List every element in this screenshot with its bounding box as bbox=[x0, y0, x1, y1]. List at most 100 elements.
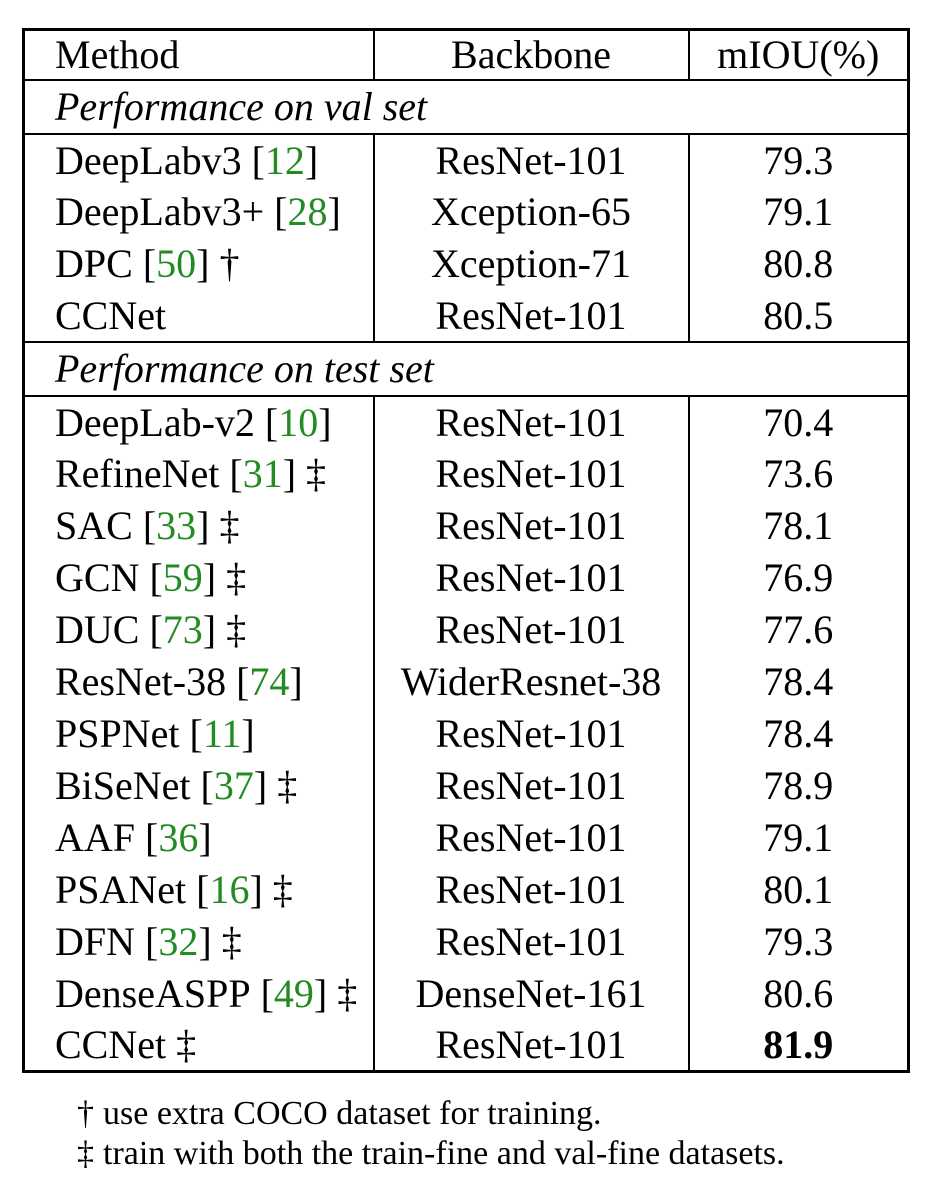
miou-cell: 78.4 bbox=[687, 707, 909, 760]
citation: [73] bbox=[149, 607, 216, 652]
method-name: PSPNet bbox=[55, 711, 180, 756]
citation: [49] bbox=[261, 971, 328, 1016]
method-name: GCN bbox=[55, 555, 140, 600]
miou-cell: 78.9 bbox=[687, 759, 909, 812]
citation-close-bracket: ] bbox=[249, 867, 263, 912]
method-cell: BiSeNet [37] ‡ bbox=[24, 760, 374, 812]
miou-cell: 79.1 bbox=[687, 811, 909, 864]
col-header-method: Method bbox=[23, 29, 374, 81]
miou-cell: 81.9 bbox=[687, 1019, 909, 1072]
backbone-cell: ResNet-101 bbox=[372, 133, 689, 186]
citation-number: 59 bbox=[162, 555, 203, 600]
double-dagger-icon: ‡ bbox=[77, 1135, 94, 1172]
citation-number: 74 bbox=[249, 659, 290, 704]
method-name: DPC bbox=[55, 241, 133, 286]
section-label: Performance on test set bbox=[23, 340, 909, 397]
method-cell: SAC [33] ‡ bbox=[24, 500, 374, 552]
method-name: DUC bbox=[55, 607, 140, 652]
section-row: Performance on val set bbox=[23, 78, 909, 135]
miou-cell: 78.1 bbox=[687, 499, 909, 552]
footnotes: † use extra COCO dataset for training. ‡ t… bbox=[77, 1094, 785, 1174]
method-cell: DFN [32] ‡ bbox=[24, 916, 374, 968]
citation-open-bracket: [ bbox=[189, 711, 203, 756]
citation-number: 49 bbox=[273, 971, 314, 1016]
backbone-cell: ResNet-101 bbox=[372, 759, 689, 812]
footnote-marker-icon: ‡ bbox=[277, 763, 298, 808]
backbone-cell: ResNet-101 bbox=[372, 1019, 689, 1072]
miou-cell: 80.8 bbox=[687, 237, 909, 290]
table-row: RefineNet [31] ‡ ResNet-101 73.6 bbox=[24, 447, 909, 500]
miou-cell: 77.6 bbox=[687, 603, 909, 656]
miou-cell: 78.4 bbox=[687, 655, 909, 708]
citation-open-bracket: [ bbox=[200, 763, 214, 808]
miou-cell: 79.3 bbox=[687, 915, 909, 968]
citation-close-bracket: ] bbox=[289, 659, 303, 704]
citation-open-bracket: [ bbox=[149, 555, 163, 600]
citation-open-bracket: [ bbox=[274, 189, 288, 234]
method-cell: CCNet bbox=[24, 290, 374, 342]
footnote-marker-icon: ‡ bbox=[221, 919, 242, 964]
citation-close-bracket: ] bbox=[318, 399, 332, 445]
backbone-cell: Xception-65 bbox=[372, 185, 689, 238]
citation-number: 28 bbox=[287, 189, 328, 234]
method-name: RefineNet bbox=[55, 451, 220, 496]
citation-number: 73 bbox=[162, 607, 203, 652]
dagger-icon: † bbox=[77, 1095, 94, 1132]
footnote-dagger: † use extra COCO dataset for training. bbox=[77, 1094, 785, 1134]
miou-cell: 79.3 bbox=[687, 133, 909, 186]
citation-open-bracket: [ bbox=[260, 971, 274, 1016]
citation: [74] bbox=[236, 659, 303, 704]
method-cell: ResNet-38 [74] bbox=[24, 656, 374, 708]
backbone-cell: ResNet-101 bbox=[372, 915, 689, 968]
citation-close-bracket: ] bbox=[313, 971, 328, 1016]
table-row: GCN [59] ‡ ResNet-101 76.9 bbox=[24, 551, 909, 604]
table-row: SAC [33] ‡ ResNet-101 78.1 bbox=[24, 499, 909, 552]
citation: [16] bbox=[196, 867, 263, 912]
miou-cell: 80.1 bbox=[687, 863, 909, 916]
backbone-cell: WiderResnet-38 bbox=[372, 655, 689, 708]
citation-open-bracket: [ bbox=[229, 451, 243, 496]
method-name: AAF bbox=[55, 815, 136, 860]
method-name: SAC bbox=[55, 503, 133, 548]
citation: [36] bbox=[145, 815, 212, 860]
citation: [12] bbox=[252, 138, 319, 183]
citation-close-bracket: ] bbox=[282, 451, 297, 496]
citation: [59] bbox=[149, 555, 216, 600]
citation-number: 37 bbox=[213, 763, 254, 808]
citation-number: 16 bbox=[209, 867, 250, 912]
citation-close-bracket: ] bbox=[304, 137, 319, 183]
citation-open-bracket: [ bbox=[196, 867, 210, 912]
backbone-cell: DenseNet-161 bbox=[372, 967, 689, 1020]
citation-number: 31 bbox=[242, 451, 283, 496]
miou-cell: 80.5 bbox=[687, 289, 909, 342]
method-cell: DUC [73] ‡ bbox=[24, 604, 374, 656]
footnote-double-dagger-text: train with both the train-fine and val-f… bbox=[103, 1135, 785, 1172]
backbone-cell: ResNet-101 bbox=[372, 811, 689, 864]
backbone-cell: ResNet-101 bbox=[372, 603, 689, 656]
method-cell: CCNet ‡ bbox=[24, 1020, 374, 1072]
table-row: AAF [36] ResNet-101 79.1 bbox=[24, 811, 909, 864]
citation-close-bracket: ] bbox=[198, 815, 212, 860]
backbone-cell: ResNet-101 bbox=[372, 863, 689, 916]
citation-open-bracket: [ bbox=[145, 815, 159, 860]
backbone-cell: ResNet-101 bbox=[372, 395, 689, 448]
method-name: DenseASPP bbox=[55, 971, 251, 1016]
method-name: DeepLab-v2 bbox=[55, 399, 255, 445]
citation-number: 12 bbox=[264, 137, 305, 183]
miou-cell: 79.1 bbox=[687, 185, 909, 238]
citation-number: 32 bbox=[158, 919, 199, 964]
footnote-double-dagger: ‡ train with both the train-fine and val-… bbox=[77, 1134, 785, 1174]
table-row: PSPNet [11] ResNet-101 78.4 bbox=[24, 707, 909, 760]
citation: [32] bbox=[145, 919, 212, 964]
footnote-marker-icon: † bbox=[219, 241, 240, 286]
citation: [50] bbox=[143, 241, 210, 286]
citation-number: 11 bbox=[202, 711, 242, 756]
citation-open-bracket: [ bbox=[149, 607, 163, 652]
table-row: PSANet [16] ‡ ResNet-101 80.1 bbox=[24, 863, 909, 916]
method-cell: GCN [59] ‡ bbox=[24, 552, 374, 604]
method-name: ResNet-38 bbox=[55, 659, 227, 704]
citation-close-bracket: ] bbox=[241, 711, 255, 756]
method-cell: RefineNet [31] ‡ bbox=[24, 448, 374, 500]
citation: [28] bbox=[274, 189, 341, 234]
miou-cell: 70.4 bbox=[687, 395, 909, 448]
